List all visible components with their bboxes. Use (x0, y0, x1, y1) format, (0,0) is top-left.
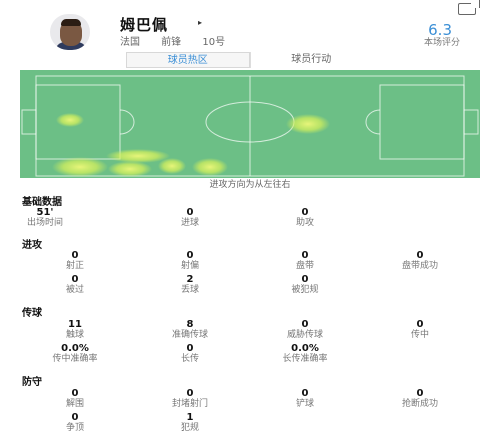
stat-dribbles: 0 盘带 (295, 250, 314, 271)
heat-zone (56, 113, 84, 127)
section-title-defense: 防守 (22, 377, 42, 388)
stat-fouls: 1 犯规 (180, 412, 199, 433)
stat-fouled: 0 被犯规 (291, 274, 319, 295)
stat-possession-lost: 2 丢球 (180, 274, 199, 295)
stat-successful-dribbles: 0 盘带成功 (401, 250, 438, 271)
player-info: 法国 前锋 10号 (120, 33, 243, 48)
stat-long-balls: 0 长传 (180, 343, 199, 364)
share-icon[interactable] (458, 0, 480, 15)
tab-heatmap[interactable]: 球员热区 (126, 52, 250, 68)
stat-accurate-passes: 8 准确传球 (171, 319, 208, 340)
player-team: 法国 (120, 37, 140, 48)
pitch-svg (20, 70, 480, 178)
player-number: 10号 (202, 37, 226, 48)
heat-zone (192, 158, 228, 176)
heat-zone (108, 161, 152, 177)
stat-key-passes: 0 威胁传球 (286, 319, 323, 340)
rating-label: 本场评分 (423, 38, 460, 48)
heat-zone (106, 149, 170, 163)
caret-right-icon[interactable]: ▸ (198, 18, 203, 27)
avatar (50, 14, 90, 50)
stat-assists: 0 助攻 (295, 207, 314, 228)
stat-dribbled-past: 0 被过 (65, 274, 84, 295)
heat-zone (158, 158, 186, 174)
stat-blocked-shots: 0 封堵射门 (171, 388, 208, 409)
stat-clearances: 0 解围 (65, 388, 84, 409)
tab-actions[interactable]: 球员行动 (291, 54, 332, 65)
stat-long-ball-accuracy: 0.0% 长传准确率 (282, 343, 328, 364)
tab-bar: 球员热区 球员行动 (126, 52, 372, 68)
stat-tackles: 0 铲球 (295, 388, 314, 409)
player-position: 前锋 (161, 37, 182, 48)
rating-value: 6.3 (428, 21, 452, 39)
stat-cross-accuracy: 0.0% 传中准确率 (52, 343, 98, 364)
player-header: 姆巴佩 ▸ 法国 前锋 10号 6.3 本场评分 (0, 0, 500, 52)
stat-touches: 11 触球 (65, 319, 84, 340)
heat-zone (286, 114, 330, 134)
heat-zones (52, 113, 330, 177)
player-name: 姆巴佩 (120, 16, 169, 34)
stat-interceptions: 0 抢断成功 (401, 388, 438, 409)
stat-aerial-duels: 0 争顶 (65, 412, 84, 433)
stat-shots-on-target: 0 射正 (65, 250, 84, 271)
heat-zone (52, 157, 108, 177)
stat-goals: 0 进球 (180, 207, 199, 228)
section-title-attack: 进攻 (22, 240, 42, 251)
stat-minutes: 51' 出场时间 (26, 207, 63, 228)
stat-crosses: 0 传中 (410, 319, 429, 340)
section-title-passing: 传球 (22, 308, 42, 319)
heatmap-pitch (20, 70, 480, 178)
attack-direction-label: 进攻方向为从左往右 (209, 180, 291, 190)
stat-shots-off-target: 0 射偏 (180, 250, 199, 271)
section-title-basic: 基础数据 (22, 197, 62, 208)
